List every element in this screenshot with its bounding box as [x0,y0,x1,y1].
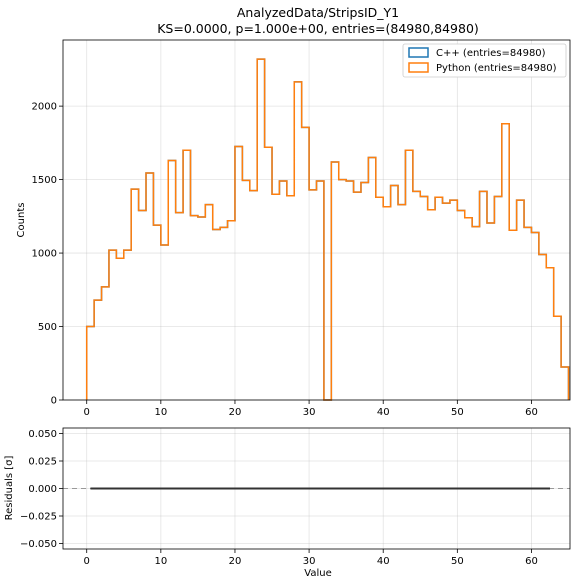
histogram-axes-frame [62,39,571,401]
legend-label-cpp: C++ (entries=84980) [436,48,546,59]
residuals-y-tick-label: −0.025 [20,512,57,523]
histogram-y-tick-label: 2000 [32,102,57,113]
residuals-y-tick-label: 0.025 [28,457,57,468]
histogram-x-tick-label: 10 [154,407,167,418]
histogram-x-tick-label: 0 [84,407,90,418]
residuals-ticks: 0 10 20 30 40 50 60 0.050 0.025 0.000 −0.025 −0.050 [20,429,538,567]
histogram-y-tick-label: 0 [51,396,57,407]
residuals-y-tick-label: 0.050 [28,429,57,440]
residuals-x-tick-label: 40 [377,556,390,567]
residuals-x-tick-label: 20 [229,556,242,567]
legend-swatch-python [408,62,429,73]
histogram-y-tick-label: 1500 [32,175,57,186]
residuals-plot: 0 10 20 30 40 50 60 0.050 0.025 0.000 −0.025 −0.050… [4,427,571,579]
legend-box [402,43,567,78]
histogram-series [85,58,570,401]
histogram-step-python [85,58,570,401]
residuals-x-tick-label: 50 [451,556,464,567]
histogram-plot: 0 10 20 30 40 50 60 0 500 1000 1500 2000 Counts C++… [16,39,571,418]
histogram-step-cpp [85,58,570,401]
residuals-y-axis-label: Residuals [σ] [4,456,15,521]
histogram-grid [63,40,570,401]
histogram-x-tick-label: 50 [451,407,464,418]
chart-subtitle: KS=0.0000, p=1.000e+00, entries=(84980,8… [157,21,479,36]
residuals-x-tick-label: 60 [525,556,538,567]
chart-title: AnalyzedData/StripsID_Y1 [237,5,399,20]
residuals-x-tick-label: 30 [303,556,316,567]
residuals-x-tick-label: 10 [154,556,167,567]
residuals-x-axis-label: Value [304,568,331,579]
histogram-x-tick-label: 20 [229,407,242,418]
legend-swatch-cpp [408,47,429,58]
histogram-y-tick-label: 1000 [32,249,57,260]
histogram-ticks: 0 10 20 30 40 50 60 0 500 1000 1500 2000 [32,102,538,418]
histogram-y-axis-label: Counts [16,203,27,238]
histogram-x-tick-label: 40 [377,407,390,418]
legend: C++ (entries=84980) Python (entries=8498… [402,43,567,78]
histogram-x-tick-label: 60 [525,407,538,418]
legend-label-python: Python (entries=84980) [436,63,557,74]
residuals-y-tick-label: 0.000 [28,484,57,495]
residuals-x-tick-label: 0 [84,556,90,567]
residuals-y-tick-label: −0.050 [20,539,57,550]
histogram-x-tick-label: 30 [303,407,316,418]
histogram-y-tick-label: 500 [38,322,57,333]
